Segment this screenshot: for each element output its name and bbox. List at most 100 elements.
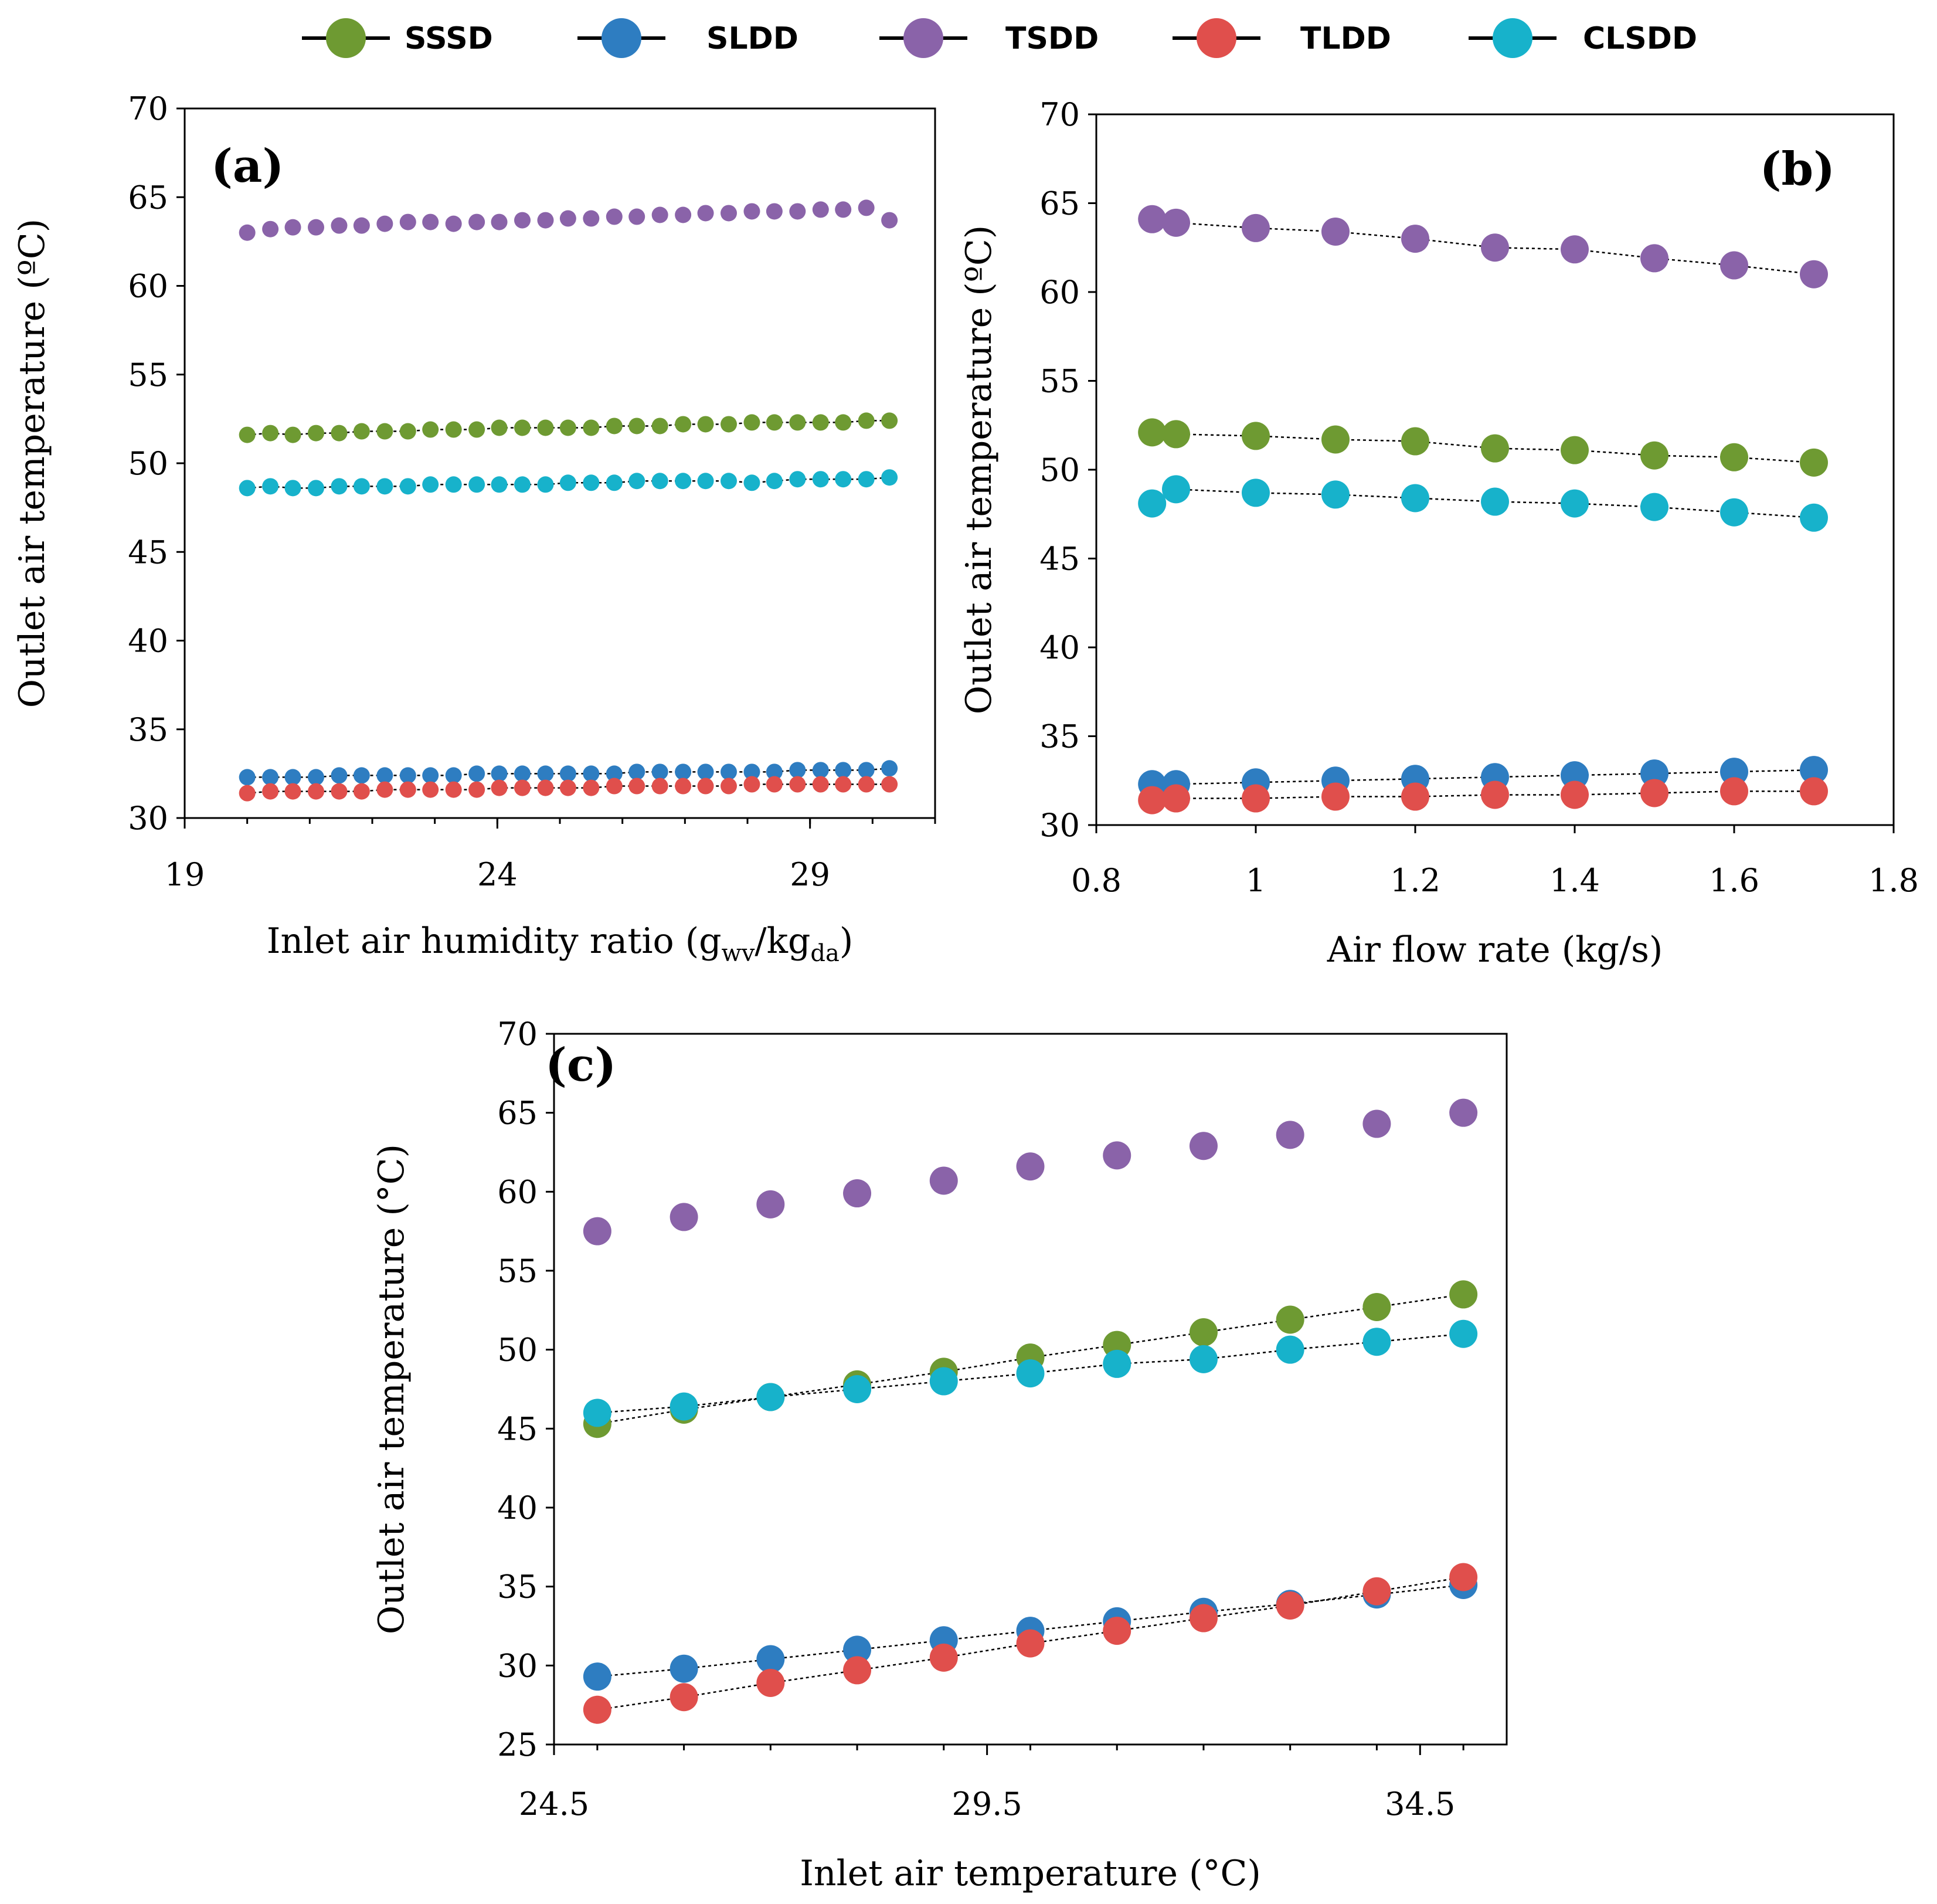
y-tick-label: 35 — [128, 711, 168, 748]
data-point-clsdd — [1276, 1335, 1304, 1364]
data-point-sssd — [1561, 436, 1589, 464]
data-point-sssd — [1138, 418, 1167, 447]
data-point-tsdd — [1481, 233, 1509, 262]
data-point-sldd — [331, 767, 348, 784]
data-point-tldd — [1189, 1604, 1218, 1633]
data-point-tsdd — [308, 219, 324, 236]
data-point-tldd — [697, 778, 714, 795]
data-point-clsdd — [1362, 1328, 1391, 1356]
data-point-sssd — [514, 419, 531, 436]
data-point-tsdd — [1561, 235, 1589, 264]
data-point-clsdd — [1401, 484, 1429, 513]
x-tick-label: 29 — [790, 856, 830, 893]
data-point-tldd — [1138, 786, 1167, 814]
y-tick-label: 65 — [128, 179, 168, 216]
data-point-tldd — [353, 783, 370, 800]
data-point-tldd — [1016, 1629, 1045, 1658]
data-point-clsdd — [514, 476, 531, 493]
data-point-tldd — [1449, 1563, 1478, 1591]
data-point-clsdd — [929, 1367, 958, 1396]
data-point-clsdd — [766, 473, 783, 490]
series-sssd-b — [1138, 418, 1828, 477]
data-point-sssd — [1162, 420, 1190, 449]
data-point-tsdd — [812, 201, 829, 218]
legend-item-sldd: SLDD — [577, 18, 798, 58]
data-point-tldd — [675, 778, 692, 795]
y-tick-label: 45 — [497, 1410, 538, 1447]
x-tick-label: 24.5 — [519, 1786, 589, 1822]
data-point-tsdd — [445, 215, 462, 232]
data-point-tsdd — [1242, 213, 1270, 242]
y-tick-label: 50 — [497, 1332, 538, 1369]
data-point-sldd — [1561, 761, 1589, 790]
data-point-clsdd — [239, 480, 256, 497]
data-point-tsdd — [881, 212, 898, 229]
data-point-tsdd — [514, 212, 531, 229]
data-point-clsdd — [651, 473, 668, 490]
y-tick-label: 45 — [1039, 541, 1080, 578]
y-axis-label-b: Outlet air temperature (ºC) — [959, 225, 1000, 714]
data-point-sldd — [353, 767, 370, 784]
data-point-tsdd — [1449, 1098, 1478, 1127]
series-sldd-a — [239, 760, 898, 786]
data-point-clsdd — [445, 476, 462, 493]
data-point-tsdd — [1362, 1109, 1391, 1138]
x-axis-label-b: Air flow rate (kg/s) — [1327, 929, 1663, 970]
data-point-tsdd — [789, 203, 806, 220]
data-point-tldd — [1362, 1577, 1391, 1606]
series-tldd-a — [239, 776, 898, 802]
data-point-tsdd — [721, 205, 737, 222]
data-point-sldd — [835, 762, 852, 779]
panel-label-b: (b) — [1760, 142, 1835, 196]
data-point-sldd — [697, 763, 714, 780]
data-point-tldd — [721, 778, 737, 795]
y-tick-label: 30 — [128, 800, 168, 837]
data-point-sldd — [308, 769, 324, 786]
data-point-tsdd — [858, 199, 875, 216]
data-point-sssd — [743, 414, 760, 431]
data-point-tldd — [583, 779, 600, 796]
data-point-tsdd — [399, 213, 416, 230]
y-tick-label: 70 — [128, 90, 168, 127]
data-point-sssd — [697, 416, 714, 433]
data-point-sldd — [468, 765, 485, 782]
data-point-tsdd — [1800, 260, 1828, 289]
data-point-sssd — [537, 419, 554, 436]
x-axis-label-a: Inlet air humidity ratio (gwv/kgda) — [267, 921, 853, 967]
data-point-tldd — [468, 781, 485, 798]
data-point-tldd — [491, 779, 508, 796]
data-point-tldd — [743, 776, 760, 793]
y-tick-label: 55 — [1039, 363, 1080, 400]
data-point-tldd — [756, 1668, 785, 1697]
data-point-clsdd — [284, 480, 301, 497]
data-point-clsdd — [1561, 489, 1589, 518]
series-sssd-a — [239, 412, 898, 443]
data-point-tldd — [583, 1695, 611, 1724]
data-point-sssd — [583, 419, 600, 436]
data-point-sldd — [583, 765, 600, 782]
data-point-sldd — [422, 767, 439, 784]
data-point-clsdd — [353, 478, 370, 495]
x-tick-label: 34.5 — [1385, 1786, 1455, 1822]
data-point-clsdd — [583, 474, 600, 491]
panel-label-a: (a) — [211, 140, 284, 193]
data-point-tsdd — [1162, 208, 1190, 237]
data-point-tsdd — [468, 213, 485, 230]
legend-item-tldd: TLDD — [1173, 18, 1391, 58]
y-tick-label: 70 — [497, 1016, 538, 1053]
data-point-clsdd — [670, 1392, 698, 1421]
data-point-sssd — [881, 412, 898, 429]
y-tick-label: 35 — [1039, 718, 1080, 755]
data-point-tsdd — [835, 201, 852, 218]
panel-a-chart: 30 35 40 45 50 55 60 65 70 19 24 29 Inlet air humidi… — [12, 90, 936, 967]
data-point-sldd — [789, 762, 806, 779]
data-point-tsdd — [1189, 1132, 1218, 1160]
data-point-sldd — [670, 1654, 698, 1683]
x-tick-label: 1.8 — [1868, 862, 1919, 899]
data-point-sssd — [858, 412, 875, 429]
data-point-sssd — [1481, 434, 1509, 463]
data-point-tldd — [1162, 784, 1190, 813]
data-point-clsdd — [491, 476, 508, 493]
data-point-clsdd — [1016, 1359, 1045, 1388]
data-point-clsdd — [376, 478, 393, 495]
